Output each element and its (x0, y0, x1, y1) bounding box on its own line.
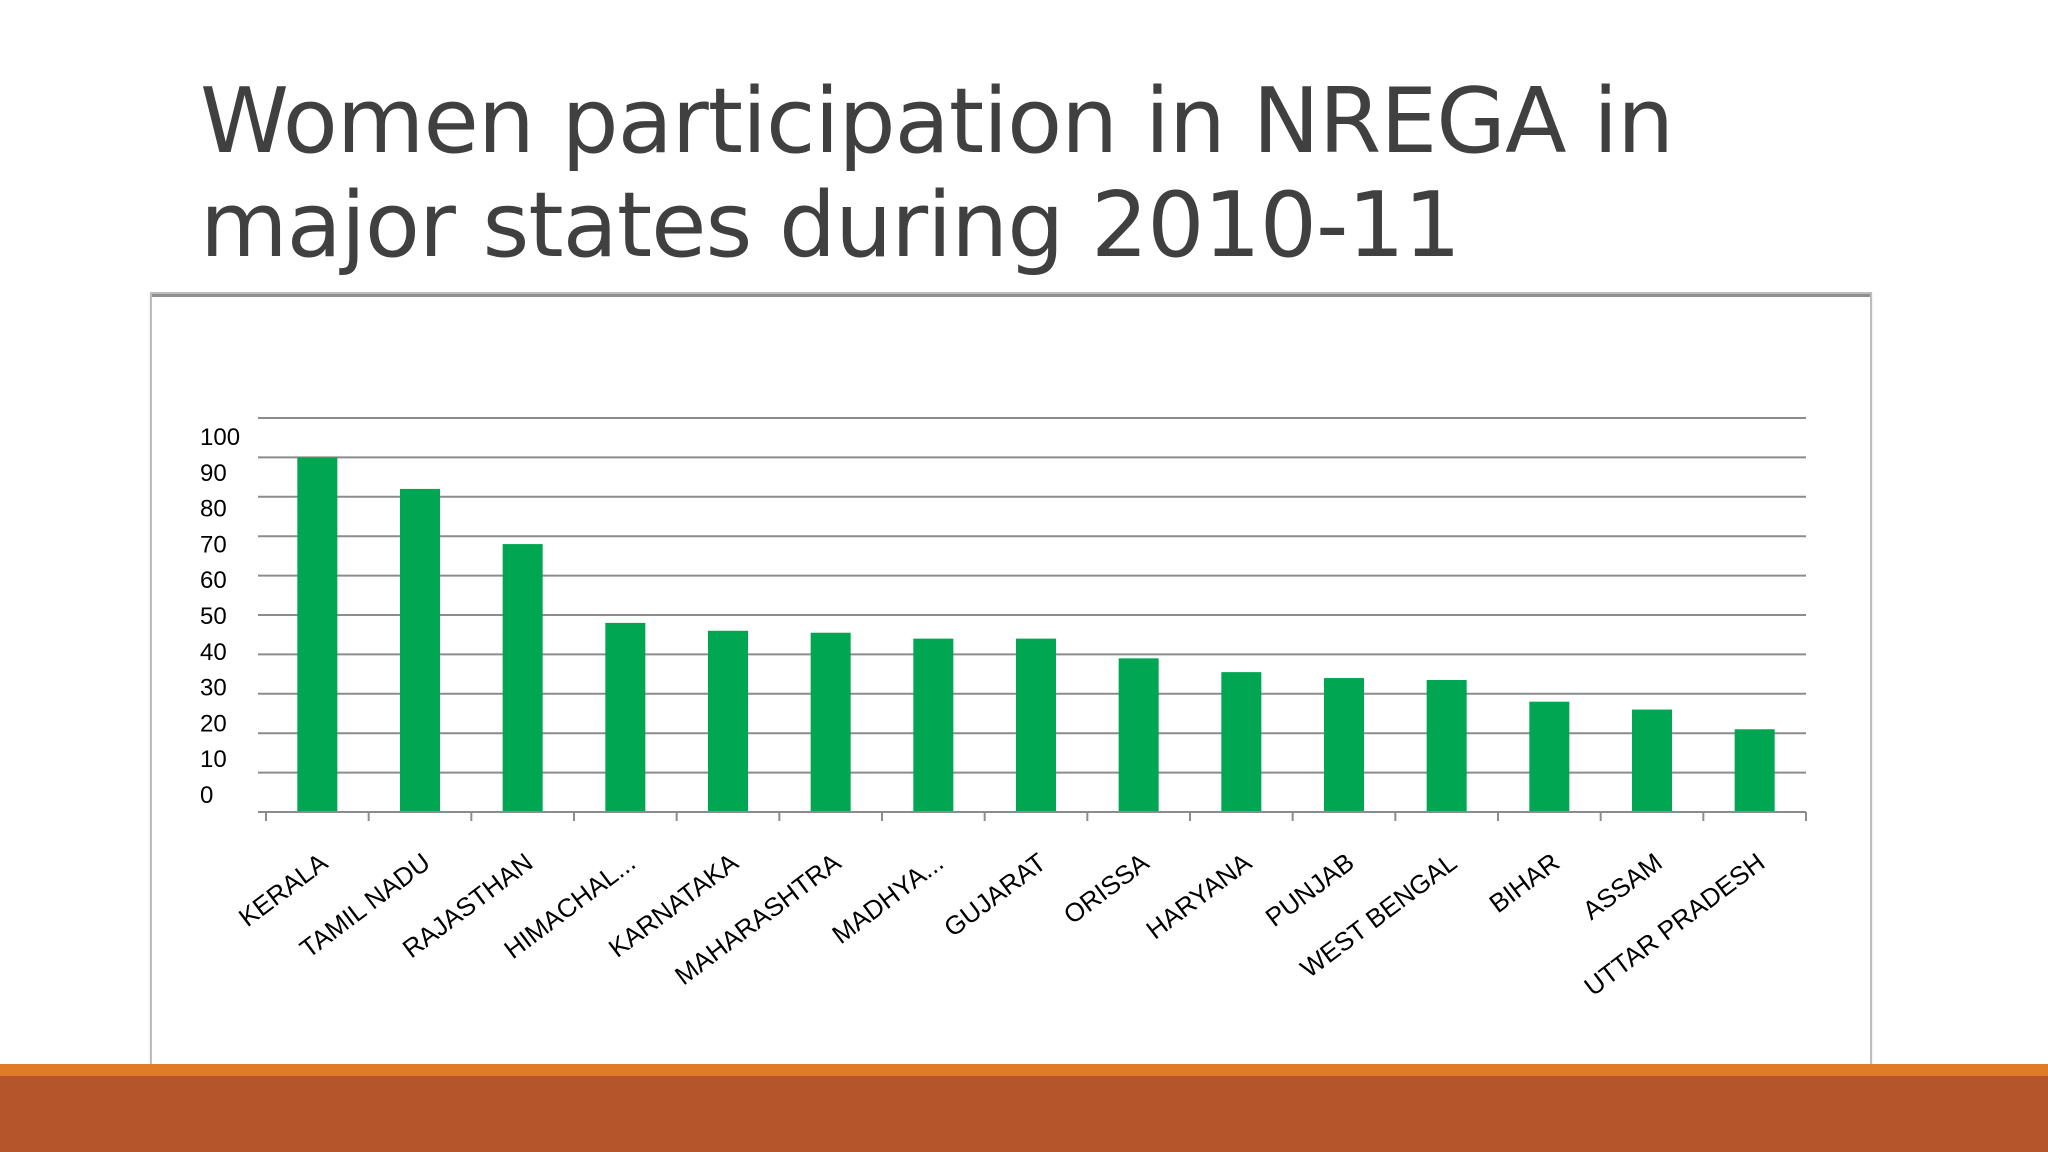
x-tick-label: ORISSA (1058, 846, 1155, 929)
bar (400, 488, 440, 812)
y-tick-label: 0 (200, 782, 213, 809)
y-tick-label: 100 (200, 424, 240, 451)
bar (1016, 638, 1056, 812)
bar (502, 544, 543, 812)
bar (1118, 658, 1159, 812)
x-axis (258, 811, 1807, 821)
x-tick-label: MAHARASHTRA (669, 846, 847, 990)
bar (913, 638, 954, 812)
chart-frame: 100 90 80 70 60 50 40 30 20 10 0 KERALA TAMIL NADU R… (150, 292, 1872, 1086)
footer-band (0, 1076, 2048, 1152)
y-tick-label: 90 (200, 460, 227, 487)
x-tick-label: HARYANA (1140, 846, 1257, 945)
bar (1221, 672, 1262, 812)
x-tick-label: ASSAM (1577, 847, 1668, 926)
x-tick-label: PUNJAB (1260, 847, 1360, 933)
bar (1632, 709, 1672, 812)
x-tick-label: BIHAR (1483, 847, 1565, 919)
bar (605, 622, 646, 812)
x-tick-label: MADHYA... (826, 847, 949, 950)
x-tick-label: GUJARAT (938, 847, 1052, 943)
bars (297, 457, 1775, 812)
y-tick-label: 30 (200, 675, 227, 702)
slide-title: Women participation in NREGA in major st… (200, 69, 1674, 278)
x-tick-label: KERALA (233, 846, 334, 932)
bar (1324, 678, 1364, 812)
y-tick-label: 50 (200, 603, 227, 630)
x-tick-label: UTTAR PRADESH (1578, 847, 1770, 1002)
bar (297, 457, 338, 812)
bar (810, 632, 851, 812)
bar (708, 630, 748, 812)
y-tick-label: 80 (200, 496, 227, 523)
y-tick-label: 20 (200, 710, 227, 737)
bar (1426, 680, 1467, 812)
footer-accent-stripe (0, 1064, 2048, 1076)
y-tick-label: 40 (200, 639, 227, 666)
bar (1529, 701, 1570, 812)
y-tick-label: 70 (200, 531, 227, 558)
y-tick-label: 10 (200, 746, 227, 773)
bar (1734, 729, 1775, 812)
y-tick-label: 60 (200, 567, 227, 594)
